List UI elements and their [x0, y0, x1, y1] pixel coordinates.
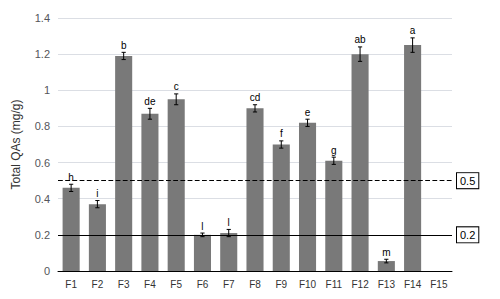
svg-text:g: g — [331, 145, 337, 156]
svg-text:ab: ab — [355, 34, 367, 45]
svg-text:m: m — [382, 247, 390, 258]
svg-text:h: h — [68, 172, 74, 183]
svg-text:F7: F7 — [223, 279, 235, 290]
svg-text:F13: F13 — [378, 279, 396, 290]
svg-text:Total QAs (mg/g): Total QAs (mg/g) — [9, 99, 23, 189]
svg-text:de: de — [144, 96, 156, 107]
svg-text:F3: F3 — [118, 279, 130, 290]
svg-text:1.4: 1.4 — [35, 12, 50, 24]
svg-text:0.5: 0.5 — [460, 175, 475, 187]
svg-text:F9: F9 — [275, 279, 287, 290]
svg-text:i: i — [96, 188, 98, 199]
svg-text:1: 1 — [44, 84, 50, 96]
svg-text:a: a — [410, 25, 416, 36]
svg-text:F2: F2 — [92, 279, 104, 290]
svg-text:F10: F10 — [299, 279, 317, 290]
svg-text:F6: F6 — [197, 279, 209, 290]
svg-text:e: e — [305, 107, 311, 118]
svg-text:0.2: 0.2 — [35, 229, 50, 241]
svg-text:0.6: 0.6 — [35, 157, 50, 169]
svg-text:0.2: 0.2 — [460, 229, 475, 241]
svg-text:l: l — [228, 217, 230, 228]
svg-text:F5: F5 — [170, 279, 182, 290]
svg-text:f: f — [280, 128, 283, 139]
svg-text:cd: cd — [250, 92, 261, 103]
svg-text:F14: F14 — [404, 279, 422, 290]
svg-text:0: 0 — [44, 265, 50, 277]
svg-text:F8: F8 — [249, 279, 261, 290]
svg-text:l: l — [201, 221, 203, 232]
svg-text:1.2: 1.2 — [35, 48, 50, 60]
svg-text:c: c — [174, 81, 179, 92]
svg-text:F12: F12 — [351, 279, 369, 290]
svg-text:0.8: 0.8 — [35, 120, 50, 132]
svg-text:0.4: 0.4 — [35, 193, 50, 205]
svg-text:F1: F1 — [65, 279, 77, 290]
svg-text:F4: F4 — [144, 279, 156, 290]
svg-text:F11: F11 — [326, 279, 343, 290]
svg-text:b: b — [121, 40, 127, 51]
svg-text:F15: F15 — [430, 279, 448, 290]
